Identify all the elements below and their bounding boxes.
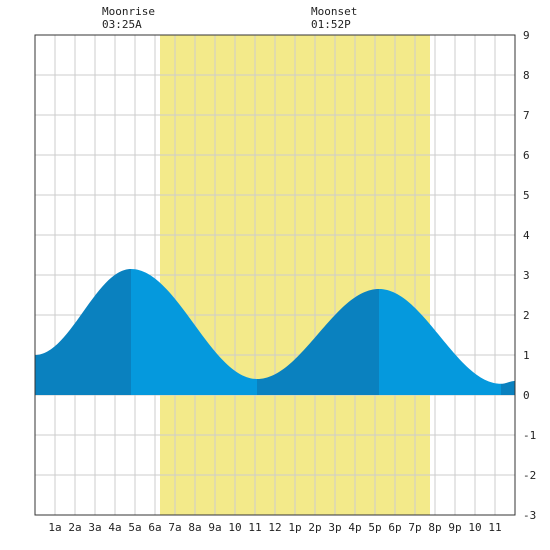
x-tick-label: 2a — [68, 521, 81, 534]
x-tick-label: 9p — [448, 521, 461, 534]
y-tick-label: 6 — [523, 149, 530, 162]
x-tick-label: 7p — [408, 521, 421, 534]
y-tick-label: 9 — [523, 29, 530, 42]
y-tick-label: 2 — [523, 309, 530, 322]
x-tick-label: 3p — [328, 521, 341, 534]
moonset-title: Moonset — [311, 5, 358, 18]
y-tick-label: 4 — [523, 229, 530, 242]
y-tick-labels: -3 -2 -1 0 1 2 3 4 5 6 7 8 9 — [523, 29, 536, 522]
x-tick-label: 11 — [488, 521, 501, 534]
x-tick-label: 3a — [88, 521, 101, 534]
x-tick-label: 6a — [148, 521, 161, 534]
plot-frame-layer — [34, 34, 516, 516]
y-tick-label: 1 — [523, 349, 530, 362]
x-tick-label: 6p — [388, 521, 401, 534]
x-tick-label: 7a — [168, 521, 181, 534]
moonrise-title: Moonrise — [102, 5, 155, 18]
x-tick-label: 10 — [228, 521, 241, 534]
y-tick-label: 5 — [523, 189, 530, 202]
x-tick-label: 10 — [468, 521, 481, 534]
x-tick-label: 2p — [308, 521, 321, 534]
x-tick-label: 1p — [288, 521, 301, 534]
tide-segment-falling — [379, 289, 501, 395]
y-tick-label: 7 — [523, 109, 530, 122]
x-tick-label: 11 — [248, 521, 261, 534]
tide-segment-rising — [35, 269, 131, 395]
x-tick-label: 8p — [428, 521, 441, 534]
tide-segment-falling — [131, 269, 257, 395]
x-tick-label: 5a — [128, 521, 141, 534]
y-tick-label: 3 — [523, 269, 530, 282]
x-tick-label: 9a — [208, 521, 221, 534]
moonrise-label-group: Moonrise 03:25A — [102, 5, 155, 31]
y-tick-label: -2 — [523, 469, 536, 482]
moonset-time: 01:52P — [311, 18, 351, 31]
y-tick-label: -1 — [523, 429, 536, 442]
y-tick-label: 8 — [523, 69, 530, 82]
x-tick-label: 8a — [188, 521, 201, 534]
x-tick-label: 1a — [48, 521, 61, 534]
plot-frame — [34, 34, 516, 516]
tide-area-layer — [35, 269, 515, 395]
y-tick-label: -3 — [523, 509, 536, 522]
x-tick-label: 12 — [268, 521, 281, 534]
tide-segment-rising — [257, 289, 379, 395]
y-tick-label: 0 — [523, 389, 530, 402]
moonset-label-group: Moonset 01:52P — [311, 5, 357, 31]
x-tick-label: 4p — [348, 521, 361, 534]
x-tick-label: 5p — [368, 521, 381, 534]
x-tick-label: 4a — [108, 521, 121, 534]
x-tick-labels: 1a 2a 3a 4a 5a 6a 7a 8a 9a 10 11 12 1p 2p 3p 4p 5p 6p 7p 8p… — [48, 521, 501, 534]
moonrise-time: 03:25A — [102, 18, 142, 31]
tide-segment-rising — [501, 381, 515, 395]
